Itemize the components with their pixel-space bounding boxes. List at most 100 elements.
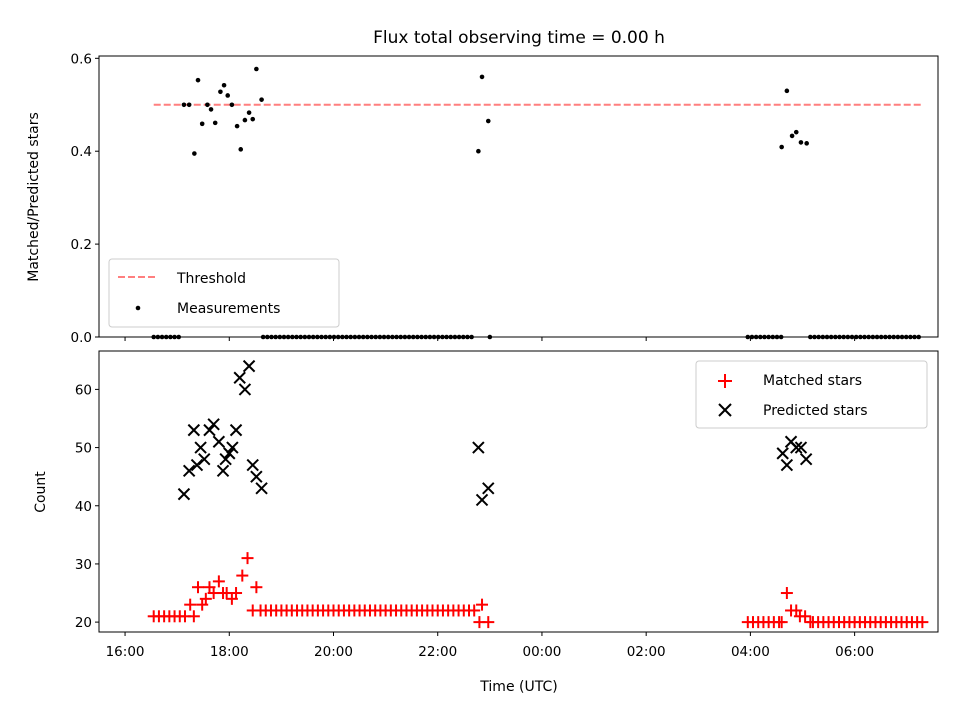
top-panel-frame — [98, 55, 939, 338]
matched-stars-point — [212, 575, 225, 588]
bottom-panel: 16:00 18:00 20:00 22:00 00:00 02:00 04:00 06:00… — [33, 350, 939, 695]
predicted-stars-point — [776, 447, 789, 460]
legend-predicted-label: Predicted stars — [763, 403, 868, 419]
matched-stars-point — [199, 592, 212, 605]
predicted-stars-point — [216, 464, 230, 478]
predicted-stars-point — [238, 383, 252, 396]
matched-stars-point — [468, 604, 481, 617]
measurement-point — [250, 116, 256, 122]
bottom-y-tick-label: 20 — [75, 615, 92, 631]
predicted-stars-point — [207, 418, 220, 431]
bottom-panel-y-ticks: 20 30 40 50 60 — [75, 382, 99, 631]
predicted-stars-point — [190, 458, 204, 472]
x-tick-label: 18:00 — [210, 644, 249, 660]
legend-predicted-swatch — [718, 403, 732, 417]
predicted-stars-point — [780, 458, 794, 472]
top-y-tick-label: 0.0 — [71, 330, 92, 346]
x-tick-label: 20:00 — [314, 644, 353, 660]
predicted-stars-point — [799, 453, 813, 466]
matched-stars-point — [799, 610, 812, 623]
predicted-stars-point — [226, 441, 239, 454]
bottom-y-tick-label: 60 — [75, 382, 92, 398]
predicted-stars-point — [233, 371, 246, 384]
predicted-stars-point — [212, 435, 226, 448]
predicted-stars-point — [203, 423, 216, 437]
measurement-point — [218, 89, 223, 95]
predicted-stars-point — [177, 487, 191, 501]
matched-stars-point — [236, 569, 249, 582]
measurement-point — [485, 118, 491, 124]
bottom-panel-marks — [147, 359, 929, 629]
predicted-stars-point — [187, 423, 201, 437]
x-tick-label: 16:00 — [106, 644, 145, 660]
x-tick-label: 02:00 — [627, 644, 666, 660]
measurement-point — [798, 140, 804, 145]
top-panel-x-ticks — [124, 337, 856, 341]
matched-stars-point — [780, 587, 793, 600]
predicted-stars-point — [794, 441, 808, 454]
measurement-point — [254, 66, 259, 72]
measurement-point — [208, 107, 214, 112]
predicted-stars-point — [242, 359, 256, 373]
bottom-y-axis-label: Count — [33, 471, 49, 513]
x-tick-label: 04:00 — [731, 644, 770, 660]
measurement-point — [804, 141, 809, 146]
matched-stars-point — [482, 616, 495, 629]
measurement-point — [476, 148, 481, 154]
measurement-point — [199, 121, 205, 127]
legend-measurements-swatch — [135, 305, 141, 311]
measurement-point — [212, 120, 218, 126]
predicted-stars-point — [223, 447, 236, 460]
measurement-point — [234, 123, 240, 129]
predicted-stars-point — [246, 458, 259, 472]
measurement-point — [238, 147, 244, 152]
bottom-legend-box — [695, 360, 928, 429]
predicted-stars-point — [250, 470, 263, 483]
measurement-point — [779, 144, 784, 150]
top-panel: 0.0 0.2 0.4 0.6 Matched/Predicted stars Thr… — [26, 51, 939, 346]
bottom-legend: Matched stars Predicted stars — [695, 360, 928, 429]
predicted-stars-point — [198, 453, 211, 466]
predicted-stars-point — [472, 441, 485, 454]
x-tick-label: 00:00 — [522, 644, 561, 660]
top-y-axis-label: Matched/Predicted stars — [26, 112, 42, 282]
matched-stars-point — [187, 610, 200, 623]
measurement-point — [789, 133, 795, 139]
measurement-point — [192, 151, 197, 156]
matched-stars-point — [916, 616, 929, 629]
predicted-stars-point — [219, 453, 232, 466]
measurement-point — [181, 102, 187, 108]
bottom-y-tick-label: 30 — [75, 557, 92, 573]
predicted-stars-point — [229, 423, 243, 437]
top-legend-box — [108, 258, 340, 328]
top-legend: Threshold Measurements — [108, 258, 340, 328]
matched-stars-point — [775, 616, 788, 629]
x-axis-label: Time (UTC) — [479, 679, 557, 695]
legend-threshold-label: Threshold — [176, 271, 246, 287]
bottom-panel-x-ticks: 16:00 18:00 20:00 22:00 00:00 02:00 04:00 06:00 — [106, 632, 874, 660]
matched-stars-point — [230, 587, 243, 600]
matched-stars-point — [241, 552, 254, 565]
matched-stars-point — [254, 604, 267, 617]
measurement-point — [259, 97, 264, 102]
predicted-stars-point — [475, 493, 489, 507]
measurement-point — [195, 77, 201, 83]
measurement-point — [246, 110, 252, 115]
bottom-y-tick-label: 40 — [75, 499, 92, 515]
matched-stars-point — [192, 581, 205, 594]
predicted-stars-point — [255, 482, 268, 495]
chart-title: Flux total observing time = 0.00 h — [373, 28, 665, 48]
top-y-tick-label: 0.4 — [71, 144, 92, 160]
matched-stars-point — [476, 598, 489, 611]
predicted-stars-point — [194, 441, 207, 454]
legend-matched-label: Matched stars — [763, 373, 862, 389]
measurement-point — [225, 93, 231, 98]
measurement-point — [186, 102, 192, 108]
legend-matched-swatch — [718, 374, 732, 388]
measurement-point — [479, 74, 485, 80]
predicted-stars-point — [182, 464, 196, 478]
measurement-point — [793, 129, 799, 135]
legend-measurements-label: Measurements — [177, 301, 280, 317]
bottom-y-tick-label: 50 — [75, 441, 92, 457]
